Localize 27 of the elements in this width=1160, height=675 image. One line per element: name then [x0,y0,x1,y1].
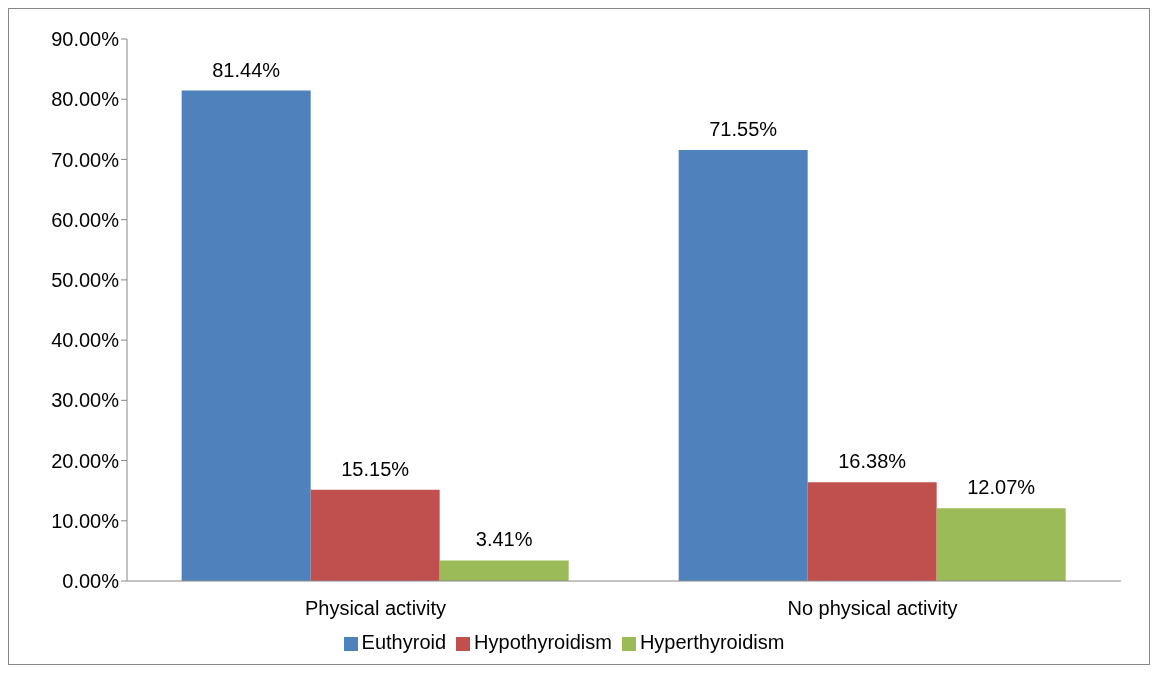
y-tick-label: 40.00% [51,329,120,352]
y-tick-label: 30.00% [51,389,120,412]
y-tick-label: 10.00% [51,509,120,532]
y-tick-label: 50.00% [51,268,120,291]
bar [439,560,569,581]
y-tick-label: 0.00% [62,570,120,593]
y-tick-label: 90.00% [51,28,120,51]
legend-label: Hyperthyroidism [639,631,785,653]
legend-label: Hypothyroidism [474,631,612,653]
bar [181,90,311,581]
data-label: 16.38% [838,450,907,473]
data-label: 15.15% [341,457,410,480]
y-tick-label: 20.00% [51,449,120,472]
data-label: 12.07% [967,476,1036,499]
y-tick-label: 80.00% [51,88,120,111]
y-tick-label: 60.00% [51,208,120,231]
legend-label: Euthyroid [361,631,447,653]
x-tick-label: Physical activity [304,597,447,620]
bar [678,150,808,581]
data-label: 3.41% [475,528,533,551]
y-tick-label: 70.00% [51,148,120,171]
data-label: 71.55% [709,118,778,141]
bar [807,482,937,581]
x-tick-label: No physical activity [787,597,958,620]
bar [936,508,1066,581]
data-label: 81.44% [212,58,281,81]
bar [310,489,440,581]
